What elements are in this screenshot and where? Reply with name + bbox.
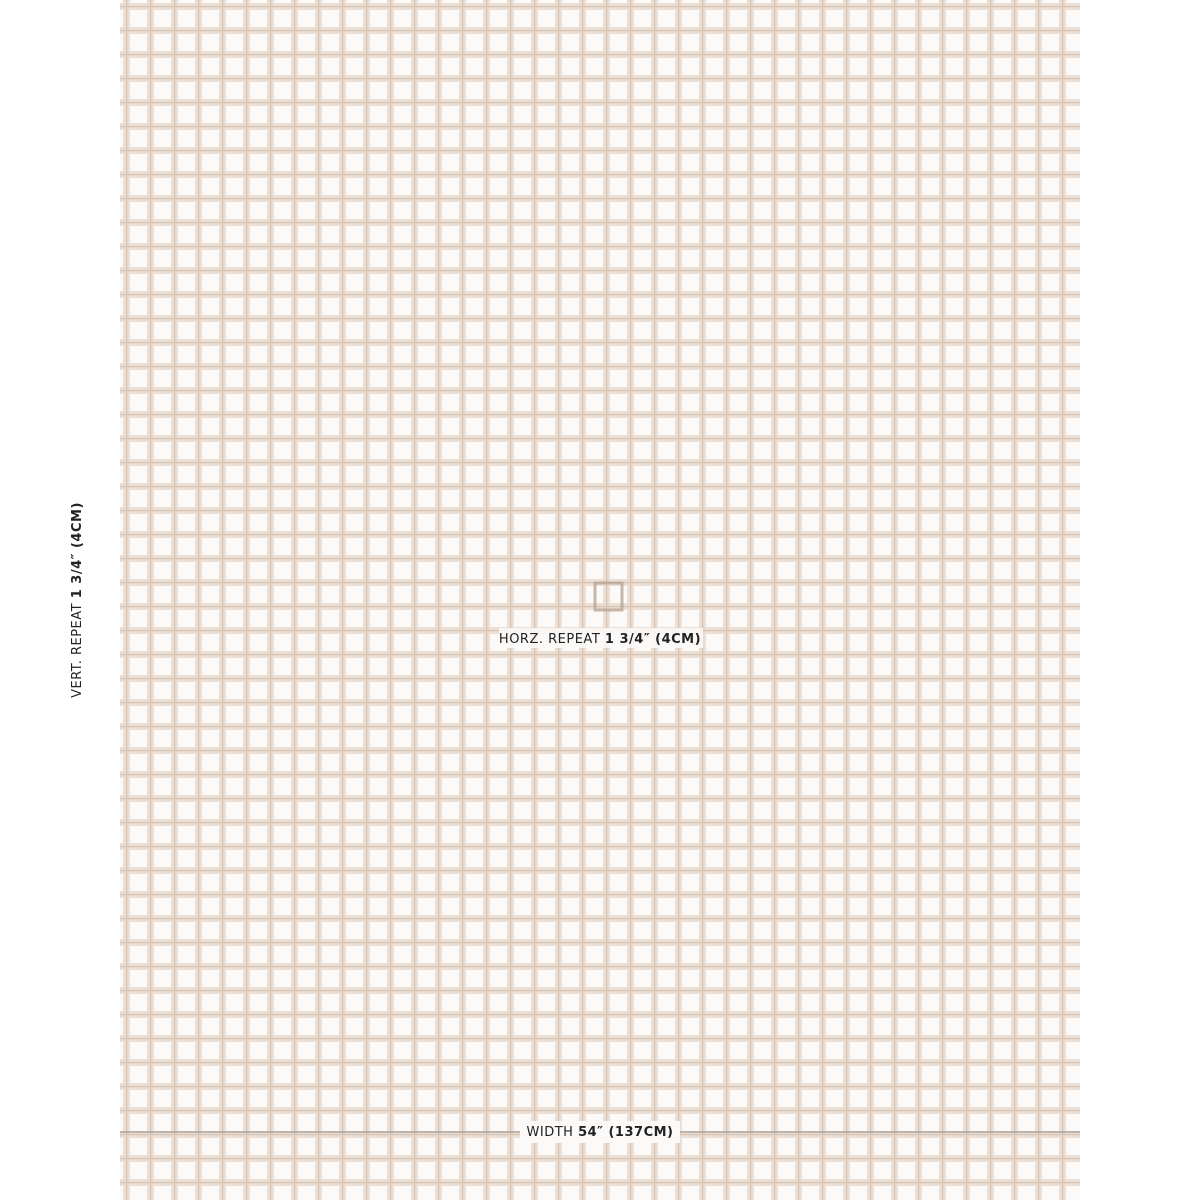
horizontal-repeat-label: HORZ. REPEAT (499, 632, 600, 647)
vertical-repeat-value: 1 3/4″ (4CM) (70, 502, 85, 598)
width-label: WIDTH (527, 1125, 574, 1140)
fabric-swatch (120, 0, 1080, 1200)
horizontal-repeat-value: 1 3/4″ (4CM) (605, 632, 701, 647)
width: WIDTH 54″ (137CM) (527, 1125, 674, 1140)
vertical-repeat-label: VERT. REPEAT (70, 603, 85, 698)
width-value: 54″ (137CM) (578, 1125, 673, 1140)
horizontal-repeat: HORZ. REPEAT 1 3/4″ (4CM) (499, 632, 701, 647)
label-bg (520, 1121, 680, 1143)
repeat-marker (593, 581, 624, 612)
vertical-repeat: VERT. REPEAT 1 3/4″ (4CM) (70, 502, 85, 698)
label-bg (499, 628, 703, 648)
